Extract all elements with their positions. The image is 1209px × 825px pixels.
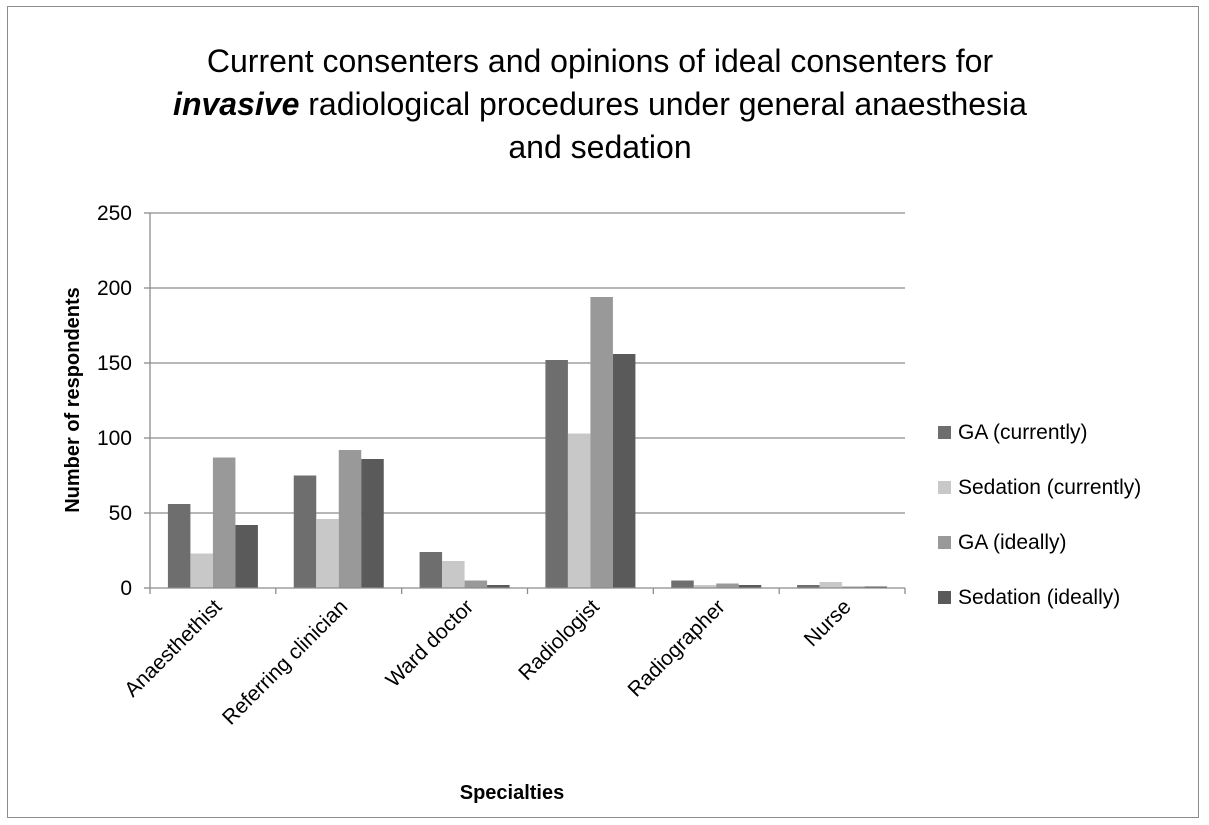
bar	[567, 433, 591, 588]
chart-title-line-2: invasive radiological procedures under g…	[100, 83, 1100, 126]
legend-swatch	[938, 426, 951, 439]
bar	[212, 457, 236, 588]
bar	[167, 504, 191, 588]
y-tick-label: 0	[120, 577, 132, 600]
x-tick-label: Radiologist	[514, 595, 604, 685]
axes	[149, 213, 906, 594]
bar	[338, 450, 362, 588]
legend-swatch	[938, 481, 951, 494]
bar	[797, 585, 820, 588]
y-axis-title: Number of respondents	[62, 287, 84, 513]
y-tick-label: 50	[109, 502, 132, 525]
bar	[545, 360, 568, 588]
legend-label: GA (ideally)	[958, 530, 1067, 554]
bar	[361, 459, 384, 588]
bar	[235, 525, 258, 588]
gridlines	[144, 212, 905, 589]
legend-item: GA (ideally)	[938, 515, 1141, 570]
x-tick-label: Ward doctor	[382, 595, 479, 692]
bar	[419, 552, 443, 588]
x-tick-label: Radiographer	[624, 595, 730, 701]
legend-item: GA (currently)	[938, 405, 1141, 460]
bar	[442, 561, 465, 588]
x-axis-title: Specialties	[460, 782, 565, 804]
legend-item: Sedation (currently)	[938, 460, 1141, 515]
chart-title: Current consenters and opinions of ideal…	[100, 40, 1100, 169]
bar	[671, 580, 694, 588]
legend-label: Sedation (ideally)	[958, 585, 1121, 609]
chart-title-line-3: and sedation	[508, 129, 692, 165]
bar	[693, 585, 717, 588]
bar	[487, 585, 510, 588]
x-tick-label: Nurse	[800, 595, 856, 651]
legend-swatch	[938, 591, 951, 604]
y-tick-label: 200	[97, 277, 132, 300]
legend: GA (currently) Sedation (currently) GA (id…	[938, 405, 1141, 625]
bar	[464, 580, 488, 588]
bars	[167, 297, 888, 588]
y-tick-label: 150	[97, 352, 132, 375]
legend-label: GA (currently)	[958, 420, 1088, 444]
bar	[842, 586, 865, 588]
bar	[716, 583, 739, 588]
chart-title-line-1: Current consenters and opinions of ideal…	[206, 43, 994, 79]
bar	[590, 297, 613, 588]
bar	[738, 585, 762, 588]
y-axis-tick-labels: 0 50 100 150 200 250	[97, 202, 132, 600]
legend-swatch	[938, 536, 951, 549]
chart-title-line-2-rest: radiological procedures under general an…	[299, 86, 1027, 122]
bar	[819, 582, 843, 588]
bar	[612, 354, 636, 588]
x-tick-label: Anaesthethist	[120, 595, 226, 701]
bar	[293, 475, 317, 588]
chart-title-emphasis: invasive	[173, 86, 300, 122]
x-tick-label: Referring clinician	[218, 595, 352, 729]
legend-item: Sedation (ideally)	[938, 570, 1141, 625]
bar	[316, 519, 339, 588]
legend-label: Sedation (currently)	[958, 475, 1142, 499]
bar	[864, 586, 888, 588]
y-tick-label: 250	[97, 202, 132, 225]
y-tick-label: 100	[97, 427, 132, 450]
bar	[190, 553, 213, 588]
